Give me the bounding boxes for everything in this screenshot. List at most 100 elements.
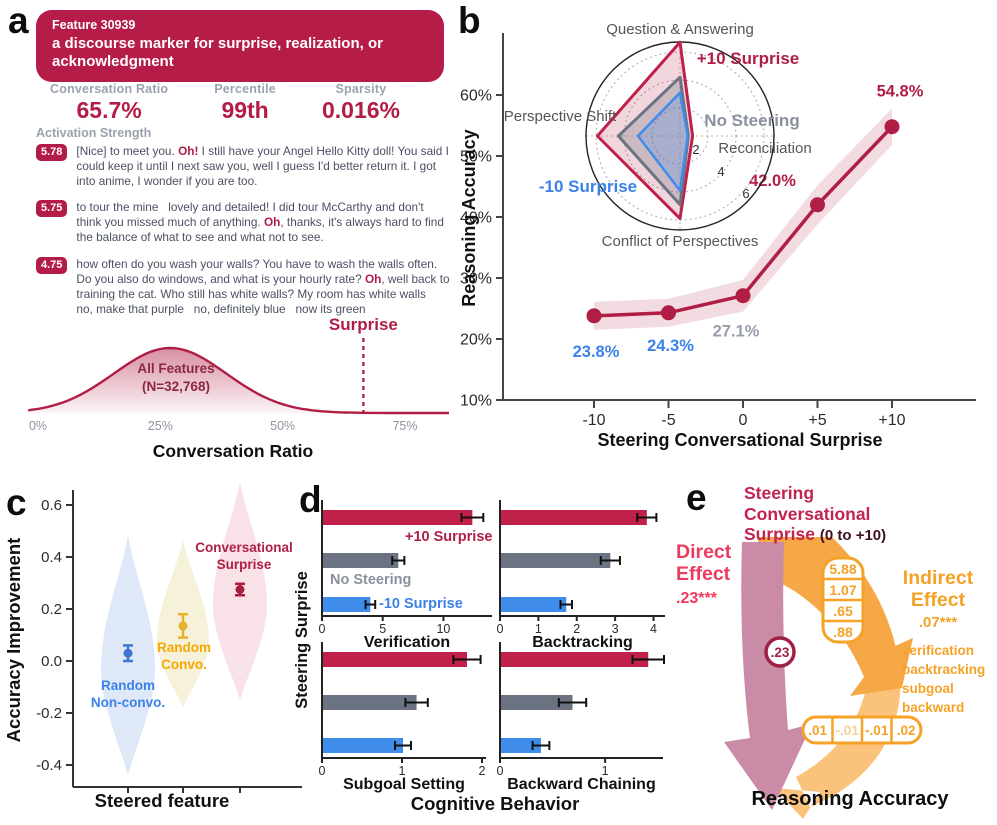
mediator-list: verification backtracking subgoal backward (902, 641, 985, 718)
bar-blue (501, 738, 541, 753)
x-axis-title: Cognitive Behavior (411, 793, 580, 814)
violin-group-label: Convo. (161, 657, 207, 672)
x-tick-label: 50% (270, 419, 295, 433)
x-tick-label: +5 (808, 412, 826, 429)
violin-group-label: Conversational (195, 540, 293, 555)
bar-gray (323, 695, 417, 710)
x-axis-title: Steered feature (95, 790, 230, 811)
legend-nosteer: No Steering (330, 572, 411, 588)
stat-conversation-ratio: Conversation Ratio 65.7% (50, 82, 168, 124)
indirect-effect-label: Indirect Effect .07*** (883, 567, 993, 631)
x-tick-label: +10 (878, 412, 905, 429)
activation-strength-label: Activation Strength (36, 126, 152, 140)
subchart-title: Verification (364, 634, 450, 651)
activation-snippet: 5.78 [Nice] to meet you. Oh! I still have… (36, 144, 450, 189)
mediation-path-diagram: .23 5.88 1.07 .65 .88 .01 -.01 -.01 .02 (724, 537, 923, 819)
data-point (586, 308, 602, 324)
bar-gray (501, 553, 611, 568)
y-tick-label: 0.4 (41, 549, 62, 566)
x-tick-label: 5 (379, 622, 386, 636)
snippet-text: [Nice] to meet you. Oh! I still have you… (76, 144, 449, 189)
y-tick-label: -0.4 (36, 757, 62, 774)
highlight-token: Oh (263, 215, 281, 230)
y-tick-label: 0.0 (41, 653, 62, 670)
surprise-annotation: Surprise (329, 315, 398, 334)
x-tick-label: -10 (582, 412, 605, 429)
title-range: (0 to +10) (819, 527, 887, 545)
radar-ring (651, 107, 709, 165)
x-tick-label: 1 (602, 764, 609, 778)
curve-label: (N=32,768) (142, 379, 210, 394)
highlight-token: Oh (364, 271, 382, 286)
legend-minus10: -10 Surprise (379, 596, 463, 612)
y-tick-label: 50% (460, 149, 492, 166)
direct-word: Effect (676, 562, 731, 585)
bar-blue (323, 597, 371, 612)
outcome-coeff-value: -.01 (836, 723, 860, 738)
data-point-label: 24.3% (647, 337, 694, 355)
subchart-title: Subgoal Setting (343, 776, 465, 793)
radar-legend-minus10: -10 Surprise (539, 177, 637, 196)
title-line: Surprise (0 to +10) (744, 524, 994, 545)
mediator-coeff-value: 5.88 (829, 561, 856, 577)
radar-ring-label: 2 (692, 142, 699, 157)
bar-gray (501, 695, 573, 710)
mediator-coeff-value: .88 (833, 624, 853, 640)
bar-crimson (323, 510, 473, 525)
bar-crimson (323, 652, 467, 667)
panel-a-letter: a (8, 0, 29, 41)
curve-label: All Features (137, 361, 214, 376)
data-point (810, 197, 825, 213)
x-tick-label: 0% (29, 419, 47, 433)
stat-value: 0.016% (321, 97, 400, 123)
activation-score-badge: 4.75 (36, 256, 68, 274)
y-axis-title: Accuracy Improvement (3, 538, 24, 743)
x-tick-label: 0 (319, 764, 326, 778)
stat-label: Conversation Ratio (50, 82, 169, 96)
snippet-text: to tour the mine lovely and detailed! I … (76, 200, 444, 245)
indirect-effect-value: .07*** (918, 613, 958, 631)
direct-coeff-value: .23 (771, 645, 790, 660)
direct-word: Direct (676, 541, 732, 563)
path-diagram-title: Steering Conversational Surprise (0 to +… (744, 483, 994, 545)
x-tick-label: 10 (436, 622, 450, 636)
radar-series-blue (636, 91, 689, 192)
radar-axis-label: Question & Answering (606, 21, 754, 38)
violin-group-label: Surprise (217, 557, 272, 572)
x-tick-label: 4 (650, 622, 657, 636)
y-tick-label: 20% (460, 332, 492, 349)
x-tick-label: 1 (535, 622, 542, 636)
radar-ring-label: 4 (717, 164, 724, 179)
legend-plus10: +10 Surprise (405, 529, 492, 545)
subchart-title: Backtracking (532, 634, 633, 651)
stat-value: 99th (221, 97, 269, 123)
stat-label: Sparsity (335, 82, 387, 96)
radar-inset: 2 4 6 Question & Answering Reconciliation Con… (504, 21, 812, 250)
outcome-coeff-value: .01 (808, 723, 827, 738)
activation-score-badge: 5.78 (36, 144, 68, 161)
x-tick-label: 2 (573, 622, 580, 636)
title-word: Surprise (744, 524, 815, 545)
stat-value: 65.7% (76, 97, 142, 123)
highlight-token: Oh! (178, 144, 199, 158)
x-axis-title: Steering Conversational Surprise (597, 430, 882, 450)
activation-snippet: 5.75 to tour the mine lovely and detailed… (36, 200, 450, 245)
direct-effect-label: Direct Effect .23*** (676, 541, 760, 608)
radar-ring (623, 79, 737, 193)
mean-point (178, 621, 188, 631)
feature-header-card: Feature 30939 a discourse marker for sur… (36, 10, 444, 82)
panel-d-letter: d (299, 479, 322, 520)
x-tick-label: 0 (739, 412, 748, 429)
panel-b-letter: b (458, 0, 481, 41)
data-point-label: 42.0% (749, 172, 796, 190)
outcome-coeff-value: -.01 (865, 723, 889, 738)
subchart-title: Backward Chaining (507, 776, 655, 793)
mediator-name: subgoal (902, 681, 954, 697)
outcome-coeff-value: .02 (897, 723, 916, 738)
mediator-name: backtracking (902, 662, 986, 678)
radar-axis-label: Reconciliation (718, 140, 811, 157)
confidence-band (594, 108, 892, 330)
stat-label: Percentile (214, 82, 276, 96)
data-point (735, 288, 751, 304)
